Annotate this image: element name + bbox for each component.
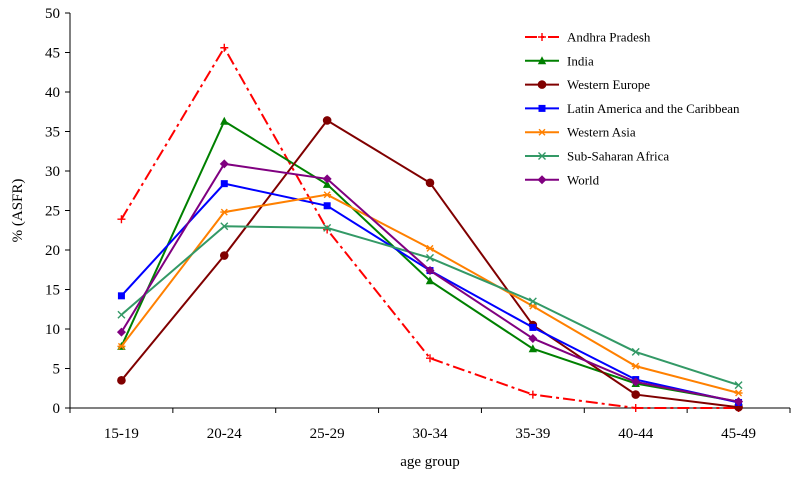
legend-label: Western Asia	[567, 125, 636, 140]
data-point	[117, 215, 126, 224]
data-point	[116, 327, 126, 337]
data-point	[631, 390, 641, 399]
data-point	[529, 323, 537, 331]
data-point	[631, 362, 640, 370]
series-world	[116, 159, 744, 407]
legend-label: Latin America and the Caribbean	[567, 101, 740, 116]
data-point	[734, 389, 743, 397]
x-tick-label: 25-29	[310, 426, 345, 442]
legend-marker	[537, 56, 547, 65]
y-tick-label: 50	[45, 6, 60, 22]
legend-item: Western Asia	[525, 125, 636, 140]
data-point	[426, 354, 434, 363]
data-point	[631, 377, 641, 387]
data-point	[425, 178, 435, 188]
data-point	[426, 253, 434, 262]
series-western-europe	[117, 116, 743, 412]
legend-marker	[538, 152, 546, 160]
data-point	[734, 397, 744, 407]
legend-label: World	[567, 172, 600, 187]
legend-label: India	[567, 53, 594, 68]
data-point	[220, 208, 229, 216]
legend-item: World	[525, 172, 600, 187]
axes	[69, 13, 790, 409]
data-point	[528, 390, 537, 399]
y-tick-label: 35	[45, 125, 60, 141]
legend-item: Western Europe	[525, 77, 650, 92]
x-tick-label: 20-24	[207, 426, 242, 442]
data-point	[322, 174, 332, 184]
data-point	[322, 179, 332, 188]
y-tick-label: 10	[45, 322, 60, 338]
legend-marker	[537, 175, 547, 185]
data-point	[220, 43, 229, 52]
y-tick-label: 15	[45, 283, 60, 299]
x-tick-label: 40-44	[618, 426, 653, 442]
y-tick-label: 25	[45, 204, 60, 220]
series-western-asia	[117, 191, 743, 397]
series-line	[120, 193, 739, 394]
data-point	[220, 116, 229, 125]
y-tick-label: 0	[53, 401, 61, 417]
y-tick-label: 5	[53, 362, 61, 378]
y-tick-label: 20	[45, 243, 60, 259]
data-point	[322, 116, 332, 125]
y-axis-ticks: 0 5 10 15 20 25 30 35 40 45 50	[45, 6, 70, 417]
x-tick-label: 30-34	[413, 426, 448, 442]
y-axis-label: % (ASFR)	[10, 179, 26, 243]
data-point	[117, 376, 126, 385]
x-tick-label: 45-49	[721, 426, 756, 442]
data-point	[425, 266, 435, 276]
y-tick-label: 40	[45, 85, 60, 101]
data-point	[528, 344, 538, 353]
data-point	[631, 347, 640, 356]
x-tick-label: 35-39	[515, 426, 550, 442]
y-tick-label: 45	[45, 46, 60, 62]
data-point	[323, 223, 332, 232]
legend-marker	[538, 128, 546, 136]
data-point	[323, 202, 331, 210]
legend-label: Sub-Saharan Africa	[567, 149, 669, 164]
data-point	[734, 381, 743, 390]
x-tick-label: 15-19	[104, 426, 139, 442]
data-point	[426, 244, 434, 252]
legend-item: Andhra Pradesh	[525, 30, 651, 45]
data-point	[528, 333, 538, 343]
legend-item: Latin America and the Caribbean	[525, 101, 740, 116]
series-lines	[116, 43, 744, 412]
legend-label: Andhra Pradesh	[567, 30, 651, 45]
data-point	[117, 292, 125, 300]
x-axis-label: age group	[400, 454, 460, 470]
data-point	[425, 276, 435, 285]
x-axis-ticks: 15-19 20-24 25-29 30-34 35-39 40-44 45-49	[69, 408, 791, 442]
data-point	[631, 404, 640, 412]
legend-marker	[538, 33, 546, 41]
y-tick-label: 30	[45, 164, 60, 180]
data-point	[220, 180, 228, 188]
data-point	[220, 222, 229, 231]
data-point	[219, 251, 229, 260]
data-point	[323, 191, 332, 199]
data-point	[117, 310, 126, 319]
series-sub-saharan-africa	[117, 222, 743, 390]
legend: Andhra Pradesh India Western Europe Latin A…	[525, 30, 740, 187]
data-point	[117, 342, 126, 350]
series-latin-america-and-the-caribbean	[117, 180, 743, 406]
legend-item: India	[525, 53, 594, 68]
legend-label: Western Europe	[567, 77, 650, 92]
legend-item: Sub-Saharan Africa	[525, 149, 669, 164]
data-point	[528, 297, 537, 306]
legend-marker	[538, 104, 546, 112]
legend-marker	[537, 80, 547, 89]
data-point	[219, 159, 229, 169]
